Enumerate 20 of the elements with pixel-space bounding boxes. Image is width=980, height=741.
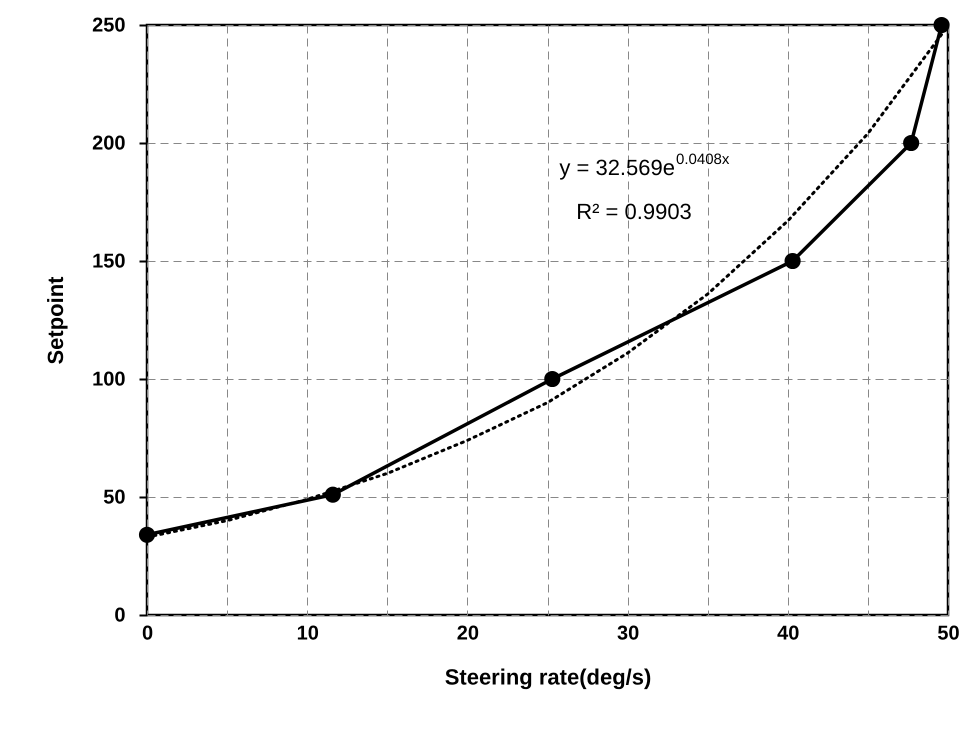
y-tick-label: 250	[92, 14, 126, 36]
y-tick-label: 0	[114, 604, 126, 626]
annotation: R² = 0.9903	[576, 199, 692, 224]
point	[544, 370, 560, 388]
point	[934, 16, 950, 34]
x-tick-label: 20	[456, 622, 480, 644]
x-tick-label: 0	[142, 622, 154, 644]
point	[903, 134, 920, 152]
point	[784, 252, 801, 270]
x-tick-label: 50	[937, 622, 960, 644]
point	[138, 526, 156, 543]
x-tick-label: 10	[296, 622, 319, 644]
y-axis-title: Setpoint	[43, 276, 68, 364]
x-axis-title: Steering rate(deg/s)	[444, 664, 652, 690]
y-tick-label: 200	[92, 132, 126, 154]
x-tick-label: 30	[616, 622, 640, 644]
y-tick-label: 100	[92, 368, 126, 390]
y-tick-label: 50	[103, 486, 126, 508]
y-tick-label: 150	[92, 250, 126, 272]
x-tick-label: 40	[777, 622, 800, 644]
